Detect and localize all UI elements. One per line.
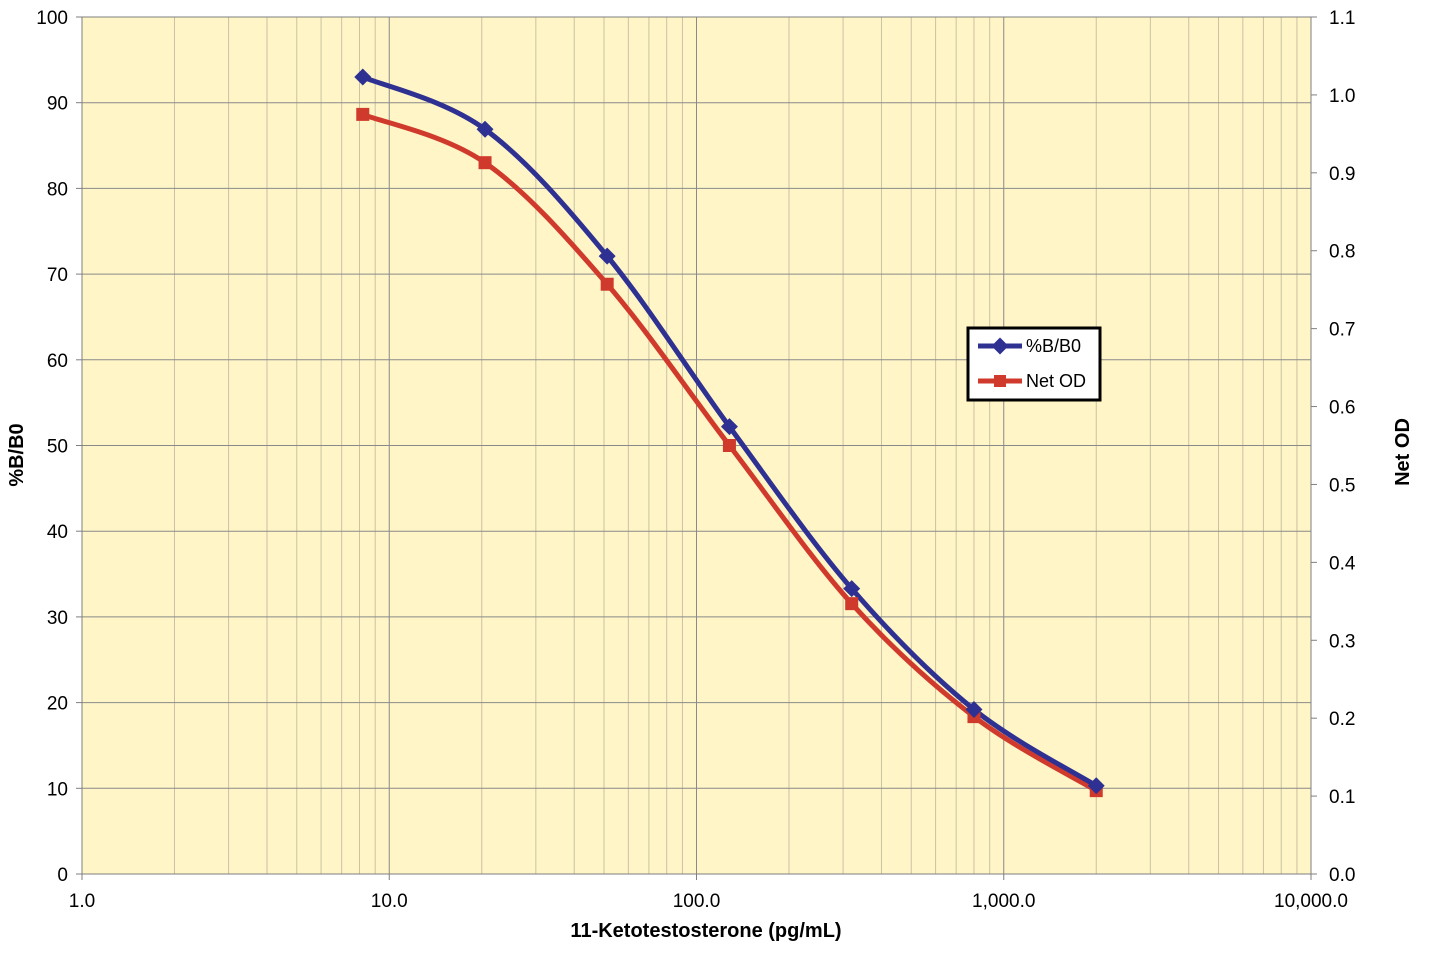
y2-tick-label: 0.7 [1329, 320, 1355, 341]
y-tick-label: 80 [47, 179, 68, 200]
y-tick-label: 40 [47, 522, 68, 543]
legend-box [966, 326, 1102, 402]
x-tick-label: 1.0 [69, 891, 95, 912]
data-point-percent-b-b0 [1087, 777, 1105, 795]
data-point-net-od [845, 597, 859, 611]
series-markers [354, 68, 1105, 798]
y-axis-left: 0 10 20 30 40 50 60 70 80 90 100 [36, 8, 82, 886]
data-point-net-od [356, 107, 370, 121]
y-tick-label: 90 [47, 94, 68, 115]
data-point-net-od [478, 156, 492, 170]
legend-label-bb0: %B/B0 [1026, 336, 1081, 356]
y-axis-left-title: %B/B0 [6, 423, 28, 486]
x-axis: 1.0 10.0 100.0 1,000.0 10,000.0 [69, 874, 1348, 912]
data-point-net-od [722, 439, 736, 452]
y2-tick-label: 1.1 [1329, 8, 1355, 29]
y-tick-label: 60 [47, 351, 68, 372]
data-point-percent-b-b0 [476, 120, 494, 138]
data-point-percent-b-b0 [965, 700, 983, 718]
y-tick-label: 50 [47, 437, 68, 458]
y2-tick-label: 0.6 [1329, 398, 1355, 419]
y2-tick-label: 0.1 [1329, 787, 1355, 808]
y-tick-label: 70 [47, 265, 68, 286]
y2-tick-label: 0.9 [1329, 164, 1355, 185]
x-tick-label: 10,000.0 [1274, 891, 1348, 912]
legend-marker-bb0 [991, 337, 1009, 355]
x-axis-title: 11-Ketotestosterone (pg/mL) [570, 920, 841, 942]
x-tick-label: 100.0 [673, 891, 721, 912]
y-tick-label: 30 [47, 608, 68, 629]
y-axis-right-title: Net OD [1392, 418, 1414, 486]
data-point-percent-b-b0 [843, 580, 861, 598]
data-point-percent-b-b0 [720, 418, 738, 436]
data-point-percent-b-b0 [354, 68, 372, 86]
legend-label-netod: Net OD [1026, 371, 1086, 391]
data-point-net-od [600, 277, 614, 291]
y-tick-label: 10 [47, 779, 68, 800]
y2-tick-label: 0.0 [1329, 865, 1355, 886]
y-tick-label: 20 [47, 694, 68, 715]
x-tick-label: 10.0 [371, 891, 408, 912]
legend-marker-netod [994, 375, 1006, 387]
y-axis-right: 0.0 0.1 0.2 0.3 0.4 0.5 0.6 0.7 0.8 0.9 1.0 1.1 [1311, 8, 1356, 886]
y-tick-label: 100 [36, 8, 68, 29]
legend: %B/B0 Net OD [966, 326, 1102, 402]
y2-tick-label: 0.4 [1329, 553, 1356, 574]
y2-tick-label: 0.8 [1329, 242, 1355, 263]
y2-tick-label: 0.5 [1329, 475, 1355, 496]
x-tick-label: 1,000.0 [972, 891, 1035, 912]
y2-tick-label: 0.2 [1329, 709, 1355, 730]
y2-tick-label: 0.3 [1329, 631, 1355, 652]
y-tick-label: 0 [57, 865, 68, 886]
y2-tick-label: 1.0 [1329, 86, 1355, 107]
data-point-percent-b-b0 [598, 247, 616, 265]
